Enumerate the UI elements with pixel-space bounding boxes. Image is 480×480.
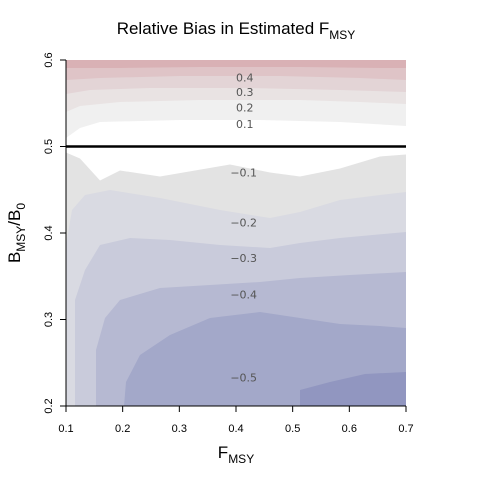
contour-labels: 0.4 0.3 0.2 0.1 −0.1 −0.2 −0.3 −0.4 −0.5 — [230, 71, 257, 384]
region-neg-near-zero — [66, 146, 406, 181]
region-pos-4-5 — [66, 60, 406, 68]
contour-label: 0.4 — [236, 71, 254, 84]
x-axis-ticks: 0.1 0.2 0.3 0.4 0.5 0.6 0.7 — [58, 406, 414, 435]
y-tick-label: 0.2 — [43, 398, 55, 413]
y-axis-title-subscript: MSY — [14, 226, 28, 252]
region-neg-5-6 — [300, 372, 406, 406]
x-tick-label: 0.7 — [398, 423, 413, 435]
y-tick-label: 0.4 — [43, 225, 55, 240]
contour-label: −0.4 — [230, 288, 257, 301]
contour-label: −0.3 — [230, 252, 257, 265]
chart-title: Relative Bias in Estimated FMSY — [117, 19, 356, 42]
y-axis-title-subscript-2: 0 — [14, 203, 28, 210]
y-tick-label: 0.5 — [43, 139, 55, 154]
x-tick-label: 0.3 — [172, 423, 187, 435]
contour-label: 0.2 — [236, 102, 254, 115]
x-tick-label: 0.6 — [342, 423, 357, 435]
x-axis-title: FMSY — [218, 443, 254, 466]
contour-label: 0.1 — [236, 118, 254, 131]
x-tick-label: 0.2 — [115, 423, 130, 435]
y-axis-title-separator: /B — [5, 210, 24, 226]
y-tick-label: 0.6 — [43, 52, 55, 67]
x-tick-label: 0.4 — [228, 423, 243, 435]
contour-label: −0.1 — [230, 166, 257, 179]
y-tick-label: 0.3 — [43, 312, 55, 327]
x-axis-title-subscript: MSY — [228, 452, 254, 466]
y-axis-title: BMSY/B0 — [5, 203, 28, 263]
bias-regions — [66, 60, 406, 406]
contour-label: −0.2 — [230, 217, 257, 230]
contour-label: −0.5 — [230, 371, 257, 384]
chart-title-subscript: MSY — [329, 28, 355, 42]
contour-label: 0.3 — [236, 86, 254, 99]
y-axis-ticks: 0.2 0.3 0.4 0.5 0.6 — [43, 52, 66, 414]
x-tick-label: 0.5 — [285, 423, 300, 435]
x-tick-label: 0.1 — [58, 423, 73, 435]
